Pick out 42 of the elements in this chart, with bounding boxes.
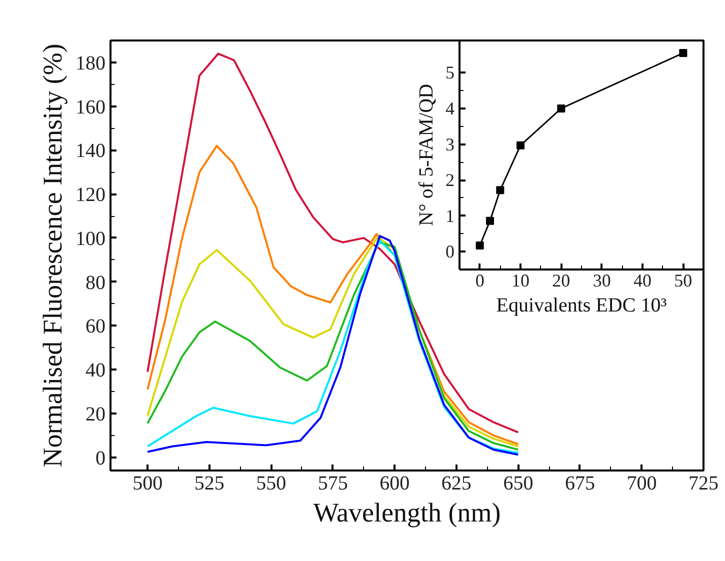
- x-tick-label: 0: [475, 270, 484, 290]
- x-tick-label: 725: [688, 472, 718, 494]
- y-tick-label: 2: [446, 170, 454, 190]
- y-tick-label: 20: [86, 403, 106, 426]
- y-tick-label: 4: [446, 98, 454, 118]
- y-tick-label: 0: [96, 447, 106, 470]
- x-axis-title: Wavelength (nm): [313, 498, 501, 528]
- x-tick-label: 500: [132, 472, 163, 494]
- point: [516, 141, 524, 150]
- x-tick-label: 625: [441, 472, 472, 494]
- y-tick-label: 40: [86, 360, 106, 382]
- x-tick-label: 525: [194, 472, 224, 494]
- y-tick-label: 5: [446, 62, 454, 83]
- point: [496, 186, 504, 194]
- x-tick-label: 700: [626, 472, 657, 494]
- x-tick-label: 30: [592, 270, 611, 290]
- y-axis-title: N° of 5-FAM/QD: [416, 84, 438, 226]
- x-tick-label: 40: [634, 270, 652, 290]
- y-tick-label: 0: [446, 242, 454, 262]
- y-tick-label: 60: [86, 316, 106, 338]
- y-tick-label: 1: [446, 206, 454, 226]
- point: [486, 216, 494, 225]
- y-tick-label: 3: [446, 134, 454, 154]
- x-tick-label: 675: [564, 472, 595, 494]
- x-tick-label: 600: [380, 472, 410, 494]
- point: [557, 104, 566, 112]
- y-tick-label: 80: [86, 272, 106, 294]
- x-tick-label: 20: [552, 270, 570, 290]
- x-tick-label: 550: [256, 472, 286, 494]
- y-axis-title: Normalised Fluorescence Intensity (%): [38, 44, 68, 468]
- point: [476, 242, 484, 250]
- x-axis-title: Equivalents EDC 10³: [496, 294, 667, 316]
- y-tick-label: 100: [76, 228, 106, 250]
- x-tick-label: 50: [674, 270, 692, 290]
- y-tick-label: 120: [76, 184, 106, 206]
- y-tick-label: 160: [76, 96, 106, 118]
- y-tick-label: 140: [76, 140, 106, 162]
- y-tick-label: 180: [76, 52, 106, 74]
- x-tick-label: 10: [512, 270, 530, 290]
- point: [679, 49, 688, 58]
- x-tick-label: 575: [318, 472, 348, 494]
- x-tick-label: 650: [503, 472, 534, 494]
